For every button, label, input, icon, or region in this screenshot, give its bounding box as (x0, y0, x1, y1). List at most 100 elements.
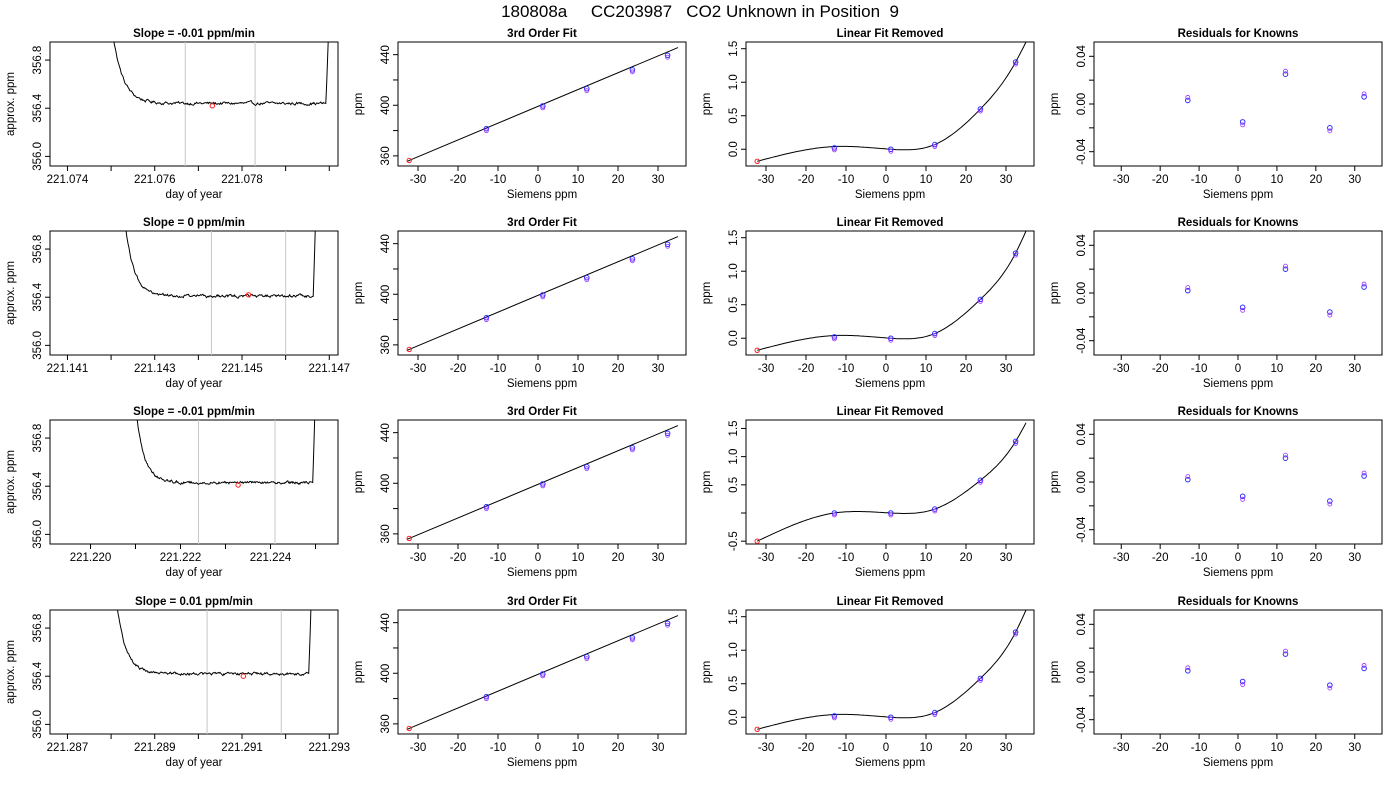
panel-title: Linear Fit Removed (837, 28, 944, 40)
x-tick-label: 0 (1235, 363, 1241, 375)
x-axis-label: Siemens ppm (507, 189, 577, 201)
known-point-repeat (1361, 470, 1367, 476)
y-tick-label: 0.5 (728, 108, 740, 124)
panel-title: Slope = 0 ppm/min (143, 217, 245, 229)
unknown-point (406, 157, 412, 164)
plot-area (117, 610, 312, 734)
y-tick-label: 400 (380, 285, 392, 304)
x-tick-label: -10 (1191, 174, 1208, 186)
y-tick-label: 356.8 (32, 46, 44, 75)
x-tick-label: -10 (838, 742, 855, 754)
known-point-repeat (978, 479, 983, 485)
known-point (1012, 438, 1019, 445)
x-tick-label: 221.076 (134, 174, 176, 186)
x-tick-label: 20 (612, 363, 625, 375)
known-point (629, 67, 636, 73)
known-point-repeat (978, 108, 983, 114)
known-point-repeat (540, 294, 546, 300)
known-point-repeat (630, 258, 635, 264)
x-tick-label: -10 (838, 552, 855, 564)
plot-area (406, 236, 679, 353)
x-tick-label: 20 (1309, 174, 1322, 186)
panel-0-0: Slope = -0.01 ppm/min day of year approx. … (5, 28, 339, 201)
fit-line (406, 47, 679, 162)
x-tick-label: 10 (920, 174, 933, 186)
known-point (1361, 94, 1367, 100)
x-tick-label: -30 (758, 552, 775, 564)
x-axis-label: Siemens ppm (855, 378, 925, 390)
x-tick-label: 20 (612, 742, 625, 754)
x-tick-label: 10 (920, 552, 933, 564)
x-tick-label: 0 (883, 174, 889, 186)
panel-title: Slope = 0.01 ppm/min (135, 596, 253, 608)
x-tick-label: 20 (960, 742, 973, 754)
known-point (629, 256, 636, 262)
known-point-repeat (1185, 285, 1191, 291)
known-point-repeat (978, 298, 983, 304)
known-point (831, 334, 838, 340)
plot-area (754, 422, 1027, 544)
known-point-repeat (932, 712, 938, 717)
known-point (977, 106, 984, 112)
known-point (664, 430, 671, 437)
y-tick-label: 356.4 (32, 661, 44, 690)
plot-area (1184, 263, 1367, 318)
y-tick-label: 0.04 (1076, 613, 1088, 636)
x-axis-label: day of year (166, 189, 223, 201)
known-point-repeat (832, 336, 837, 342)
panel-1-0: Slope = 0 ppm/min day of year approx. ppm 2… (5, 217, 350, 390)
unknown-sample-marker (209, 103, 216, 109)
known-point-repeat (932, 508, 938, 514)
y-tick-label: 356.4 (32, 471, 44, 500)
known-point-repeat (540, 105, 546, 111)
known-point-repeat (483, 317, 489, 323)
known-point-repeat (832, 715, 837, 721)
x-tick-label: -10 (1191, 363, 1208, 375)
known-point-repeat (888, 716, 894, 722)
known-point (932, 330, 938, 337)
y-tick-label: 0.04 (1076, 45, 1088, 68)
x-tick-label: 221.289 (134, 742, 176, 754)
x-tick-label: -10 (838, 174, 855, 186)
plot-frame (49, 419, 339, 545)
x-tick-label: 20 (960, 363, 973, 375)
plot-area (406, 615, 679, 732)
plot-area (754, 42, 1027, 165)
known-point-repeat (483, 696, 489, 702)
known-point-repeat (540, 673, 546, 679)
plot-area (1184, 648, 1367, 691)
plot-frame (397, 419, 687, 545)
y-axis-label: ppm (701, 93, 713, 115)
x-tick-label: 20 (960, 174, 973, 186)
known-point (888, 335, 894, 342)
y-tick-label: 440 (380, 423, 392, 442)
x-tick-label: 0 (535, 363, 541, 375)
y-axis-label: ppm (701, 661, 713, 683)
y-tick-label: -0.04 (1076, 516, 1088, 543)
known-point (888, 146, 894, 153)
y-axis-label: approx. ppm (5, 72, 17, 136)
y-tick-label: 360 (380, 146, 392, 165)
x-tick-label: -10 (490, 552, 507, 564)
x-axis-label: Siemens ppm (1203, 757, 1273, 769)
fit-line (406, 236, 679, 351)
x-tick-label: 0 (535, 742, 541, 754)
plot-frame (397, 609, 687, 735)
x-axis-label: Siemens ppm (507, 757, 577, 769)
y-tick-label: 1.5 (728, 420, 740, 436)
known-point-repeat (1283, 68, 1288, 74)
known-point (831, 713, 838, 719)
known-point (1282, 455, 1289, 461)
known-point (629, 445, 636, 451)
panel-2-1: 3rd Order Fit Siemens ppm ppm -30 -20 -10 0 10 2… (353, 406, 687, 579)
y-tick-label: 1.5 (728, 609, 740, 625)
known-point (1282, 71, 1289, 77)
x-tick-label: 30 (652, 174, 665, 186)
plot-frame (49, 609, 339, 735)
plot-area (1184, 68, 1367, 134)
x-tick-label: 221.141 (47, 363, 89, 375)
known-point (1012, 59, 1019, 65)
plot-frame (49, 230, 339, 356)
concentration-trace (113, 42, 329, 107)
panel-3-1: 3rd Order Fit Siemens ppm ppm -30 -20 -10 0 10 2… (353, 596, 687, 769)
